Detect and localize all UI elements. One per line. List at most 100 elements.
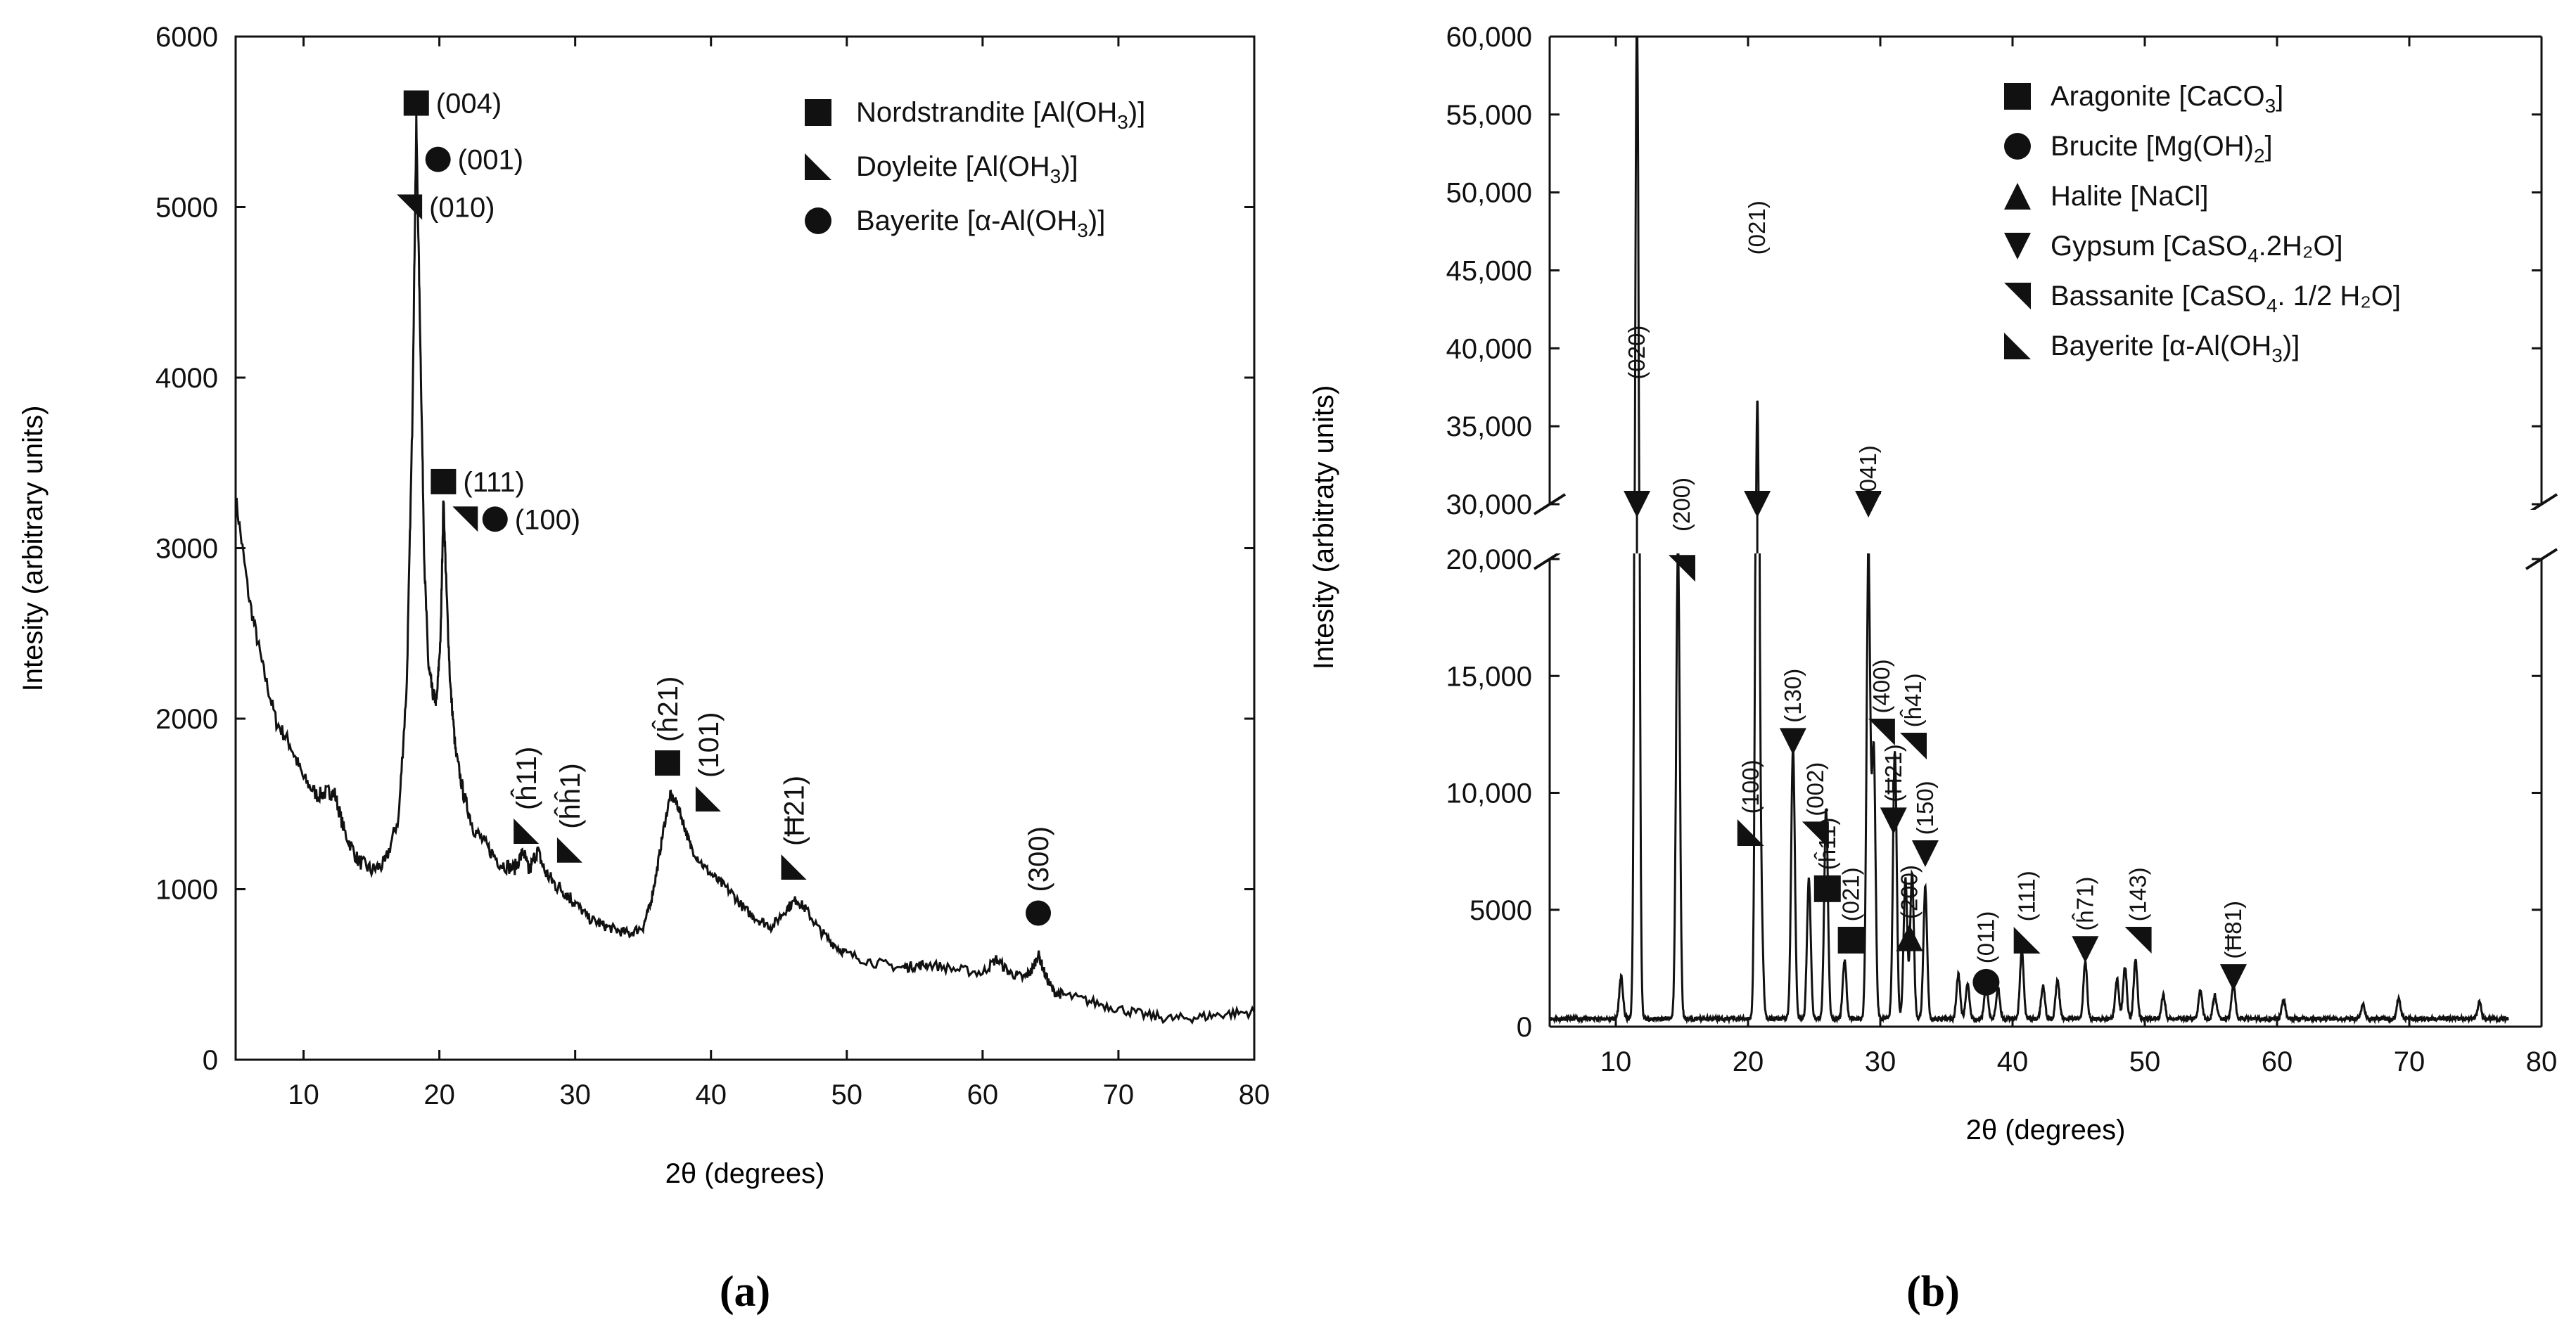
y-tick-label: 35,000	[1446, 411, 1532, 442]
x-tick-label: 10	[288, 1079, 319, 1110]
annotation-marker	[1855, 491, 1882, 518]
annotation-marker	[1624, 491, 1651, 518]
annotation-marker	[1896, 924, 1923, 951]
legend-label: Bassanite [CaSO4. 1/2 H₂O]	[2051, 281, 2401, 316]
annotation-label: (ĥĥ1)	[554, 763, 586, 828]
annotation-marker	[1972, 968, 2000, 996]
panel-a-ticks	[236, 35, 1256, 1061]
y-tick-label: 1000	[155, 875, 218, 906]
annotation-label: (010)	[429, 193, 495, 224]
x-tick-label: 60	[2262, 1046, 2293, 1077]
y-tick-label: 2000	[155, 704, 218, 735]
y-tick-label: 60,000	[1446, 22, 1532, 53]
annotation-label: (130)	[1780, 669, 1806, 723]
legend-label: Gypsum [CaSO4.2H₂O]	[2051, 231, 2343, 267]
x-tick-label: 20	[423, 1079, 455, 1110]
annotation-marker	[2124, 926, 2152, 954]
annotation-marker	[654, 750, 680, 776]
legend-label: Bayerite [α-Al(OH3)]	[2051, 331, 2300, 366]
legend-label: Aragonite [CaCO3]	[2051, 81, 2283, 117]
legend-label: Doyleite [Al(OH3)]	[856, 151, 1078, 187]
panel-b-diffraction-curve	[1548, 35, 2509, 1025]
annotation-label: (111)	[463, 467, 524, 498]
axis-break-gap	[1551, 510, 2540, 553]
annotation-label: (143)	[2125, 867, 2151, 921]
annotation-marker	[2072, 936, 2099, 963]
panel-a-x-axis-label: 2θ (degrees)	[665, 1158, 825, 1189]
annotation-marker	[1837, 926, 1865, 954]
y-tick-label: 50,000	[1446, 178, 1532, 209]
annotation-marker	[1737, 819, 1764, 847]
x-tick-label: 30	[559, 1079, 591, 1110]
annotation-label: (002)	[1802, 762, 1828, 816]
annotation-marker	[1880, 807, 1907, 835]
annotation-marker	[452, 506, 478, 532]
y-tick-label: 6000	[155, 22, 218, 53]
y-tick-label: 30,000	[1446, 489, 1532, 520]
x-tick-label: 40	[695, 1079, 727, 1110]
annotation-label: (111)	[2014, 871, 2040, 921]
annotation-label: (ĥ21)	[651, 676, 684, 742]
y-tick-label: 3000	[155, 534, 218, 565]
annotation-marker	[1669, 555, 1695, 582]
y-tick-label: 5000	[1469, 895, 1532, 926]
y-tick-label: 0	[1517, 1012, 1532, 1043]
legend-marker	[2004, 233, 2031, 259]
panel-b-x-axis-label: 2θ (degrees)	[1966, 1115, 2126, 1146]
legend-marker	[2004, 183, 2031, 210]
annotation-marker	[1802, 821, 1829, 849]
x-tick-label: 20	[1733, 1046, 1764, 1077]
annotation-marker	[431, 468, 457, 494]
x-tick-label: 50	[2129, 1046, 2161, 1077]
legend-marker	[2004, 283, 2031, 309]
annotation-marker	[556, 837, 582, 863]
annotation-label: (021)	[1838, 867, 1864, 921]
annotation-label: (150)	[1912, 781, 1938, 835]
x-tick-label: 10	[1600, 1046, 1632, 1077]
annotation-label: (020)	[1624, 326, 1650, 380]
panel-b-legend: Aragonite [CaCO3] Brucite [Mg(OH)2] Halite…	[2004, 81, 2401, 366]
panel-a-annotations: (004) (001) (010) (111) (100) (ĥ11) (ĥĥ1) (ĥ21)…	[397, 89, 1054, 926]
y-tick-label: 20,000	[1446, 544, 1532, 575]
annotation-marker	[1813, 875, 1841, 902]
legend-marker	[2004, 333, 2031, 359]
annotation-label: (200)	[1669, 477, 1695, 532]
legend-marker	[2004, 133, 2031, 160]
legend-label: Halite [NaCl]	[2051, 181, 2209, 212]
annotation-marker	[2013, 926, 2041, 954]
y-tick-label: 10,000	[1446, 778, 1532, 809]
panel-a-label: (a)	[720, 1268, 770, 1316]
y-tick-label: 0	[203, 1045, 218, 1076]
y-tick-label: 45,000	[1446, 256, 1532, 287]
annotation-label: (ĥ11)	[1813, 818, 1840, 871]
panel-a-y-axis-label: Intesity (arbitrary units)	[18, 406, 49, 692]
axis-break-mark	[1533, 493, 1567, 515]
annotation-label: (300)	[1024, 826, 1054, 892]
annotation-label: (ĥ71)	[2071, 877, 2098, 931]
y-tick-label: 40,000	[1446, 333, 1532, 364]
x-tick-label: 80	[2526, 1046, 2558, 1077]
y-tick-label: 15,000	[1446, 661, 1532, 692]
axis-break-mark	[2525, 548, 2558, 570]
annotation-label: (400)	[1868, 659, 1894, 713]
annotation-marker	[425, 146, 451, 172]
legend-marker	[2004, 83, 2031, 110]
annotation-marker	[695, 785, 721, 811]
panel-a-plot-frame	[234, 35, 1256, 1061]
annotation-label: (004)	[436, 89, 502, 120]
legend-label: Bayerite [α-Al(OH3)]	[856, 205, 1105, 241]
annotation-label: (200)	[1896, 865, 1922, 919]
panel-a-tick-labels: 10 20 30 40 50 60 70 80 0 1000 2000 3000 4000 5000 600…	[155, 22, 1270, 1110]
y-tick-label: 55,000	[1446, 100, 1532, 131]
x-tick-label: 70	[1103, 1079, 1135, 1110]
y-tick-label: 4000	[155, 363, 218, 394]
annotation-label: (041)	[1855, 445, 1881, 499]
panel-a: 10 20 30 40 50 60 70 80 0 1000 2000 3000 4000 5000 600…	[18, 22, 1270, 1316]
panel-b-y-axis-label: Intesity (arbitraty units)	[1308, 385, 1339, 670]
legend-marker	[805, 153, 831, 180]
annotation-marker	[1026, 900, 1052, 926]
panel-a-diffraction-curve	[234, 114, 1256, 1025]
annotation-label: (100)	[515, 504, 580, 535]
annotation-label: (100)	[1737, 759, 1764, 814]
